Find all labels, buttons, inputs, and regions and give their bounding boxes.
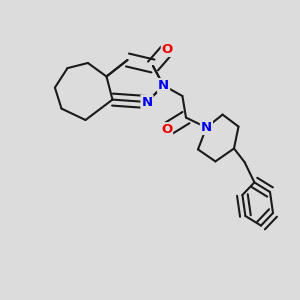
Text: N: N [201, 121, 212, 134]
Text: O: O [161, 123, 172, 136]
Text: N: N [158, 79, 169, 92]
Text: N: N [141, 95, 153, 109]
Text: O: O [162, 43, 173, 56]
